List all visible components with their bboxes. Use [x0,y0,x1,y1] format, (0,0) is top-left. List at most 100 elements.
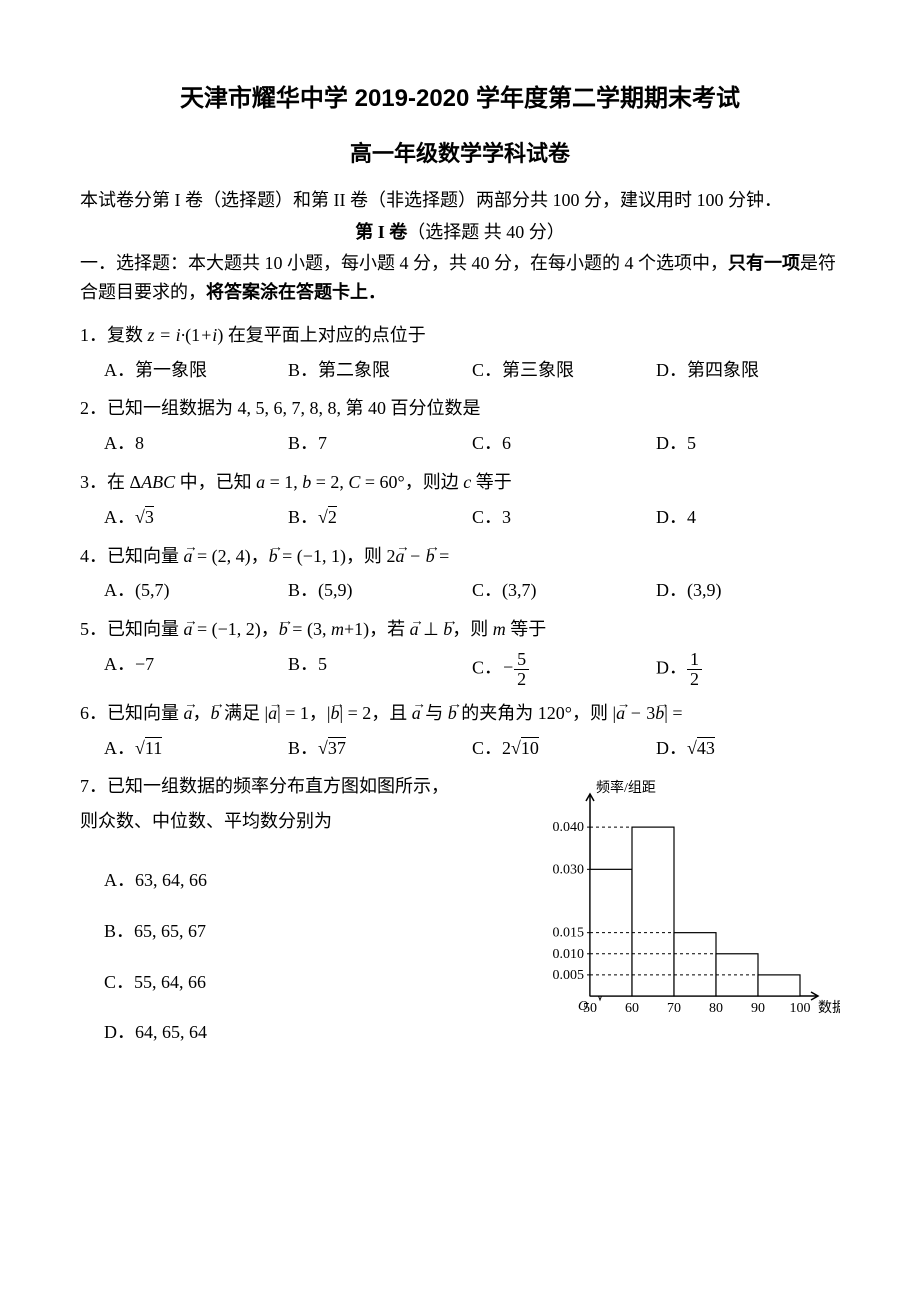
q6-expr: |a − 3b| = [612,703,682,723]
q3-text-c: ，则边 [405,472,464,492]
q6-options: A．√11 B．√37 C．2√10 D．√43 [80,734,840,763]
question-3: 3．在 ΔABC 中，已知 a = 1, b = 2, C = 60°，则边 c… [80,468,840,532]
q4-number: 4． [80,546,107,566]
q4-stem: 4．已知向量 a = (2, 4)，b = (−1, 1)，则 2a − b = [80,542,840,571]
q5-vec-b: b = (3, m+1) [279,619,369,639]
q6-c-sqrt: √10 [511,737,539,758]
section-instructions: 一．选择题：本大题共 10 小题，每小题 4 分，共 40 分，在每小题的 4 … [80,249,840,307]
q2-text: 已知一组数据为 4, 5, 6, 7, 8, 8, 第 40 百分位数是 [107,398,481,418]
q2-options: A．8 B．7 C．6 D．5 [80,429,840,458]
q6-d-val: 43 [697,737,715,758]
q6-text-g: 的夹角为 120°，则 [457,703,613,723]
q6-a-label: A． [104,738,135,758]
q6-a2: a [412,703,421,723]
q1-option-c: C．第三象限 [472,356,656,385]
q1-math: z = i·(1+i) [148,325,224,345]
question-1: 1．复数 z = i·(1+i) 在复平面上对应的点位于 A．第一象限 B．第二… [80,321,840,385]
q5-option-b: B．5 [288,650,472,689]
q3-given: a = 1, b = 2, C = 60° [256,472,405,492]
q4-text-a: 已知向量 [107,546,184,566]
q4-options: A．(5,7) B．(5,9) C．(3,7) D．(3,9) [80,576,840,605]
q5-c-den: 2 [514,670,529,689]
q7-option-c: C．55, 64, 66 [104,968,520,997]
svg-text:60: 60 [625,1001,639,1016]
q5-option-d: D．12 [656,650,840,689]
q7-histogram: 0.0050.0100.0150.0300.0405060708090100O频… [520,772,840,1045]
q3-option-c: C．3 [472,503,656,532]
q4-text-c: ，则 [346,546,387,566]
instr-bold-2: 将答案涂在答题卡上． [206,282,386,302]
q3-a-val: 3 [145,506,154,527]
q2-option-d: D．5 [656,429,840,458]
svg-text:0.040: 0.040 [553,820,585,835]
q6-d-label: D． [656,738,687,758]
question-7: 7．已知一组数据的频率分布直方图如图所示， 则众数、中位数、平均数分别为 A．6… [80,772,840,1069]
svg-text:数据: 数据 [818,1000,840,1016]
q5-text-e: 等于 [506,619,547,639]
question-6: 6．已知向量 a，b 满足 |a| = 1，|b| = 2，且 a 与 b 的夹… [80,699,840,763]
q3-option-a: A．√3 [104,503,288,532]
q5-stem: 5．已知向量 a = (−1, 2)，b = (3, m+1)，若 a ⊥ b，… [80,615,840,644]
q6-a-sqrt: √11 [135,737,162,758]
q7-number: 7． [80,776,107,796]
q3-b-val: 2 [328,506,337,527]
q1-option-a: A．第一象限 [104,356,288,385]
q5-c-num: 5 [514,650,529,670]
q6-a-val: 11 [145,737,162,758]
svg-text:O: O [578,999,588,1014]
q6-b-sqrt: √37 [318,737,346,758]
question-4: 4．已知向量 a = (2, 4)，b = (−1, 1)，则 2a − b =… [80,542,840,606]
q3-option-b: B．√2 [288,503,472,532]
q5-option-a: A．−7 [104,650,288,689]
q7-option-d: D．64, 65, 64 [104,1018,520,1047]
histogram-svg: 0.0050.0100.0150.0300.0405060708090100O频… [520,776,840,1036]
q6-b-val: 37 [328,737,346,758]
q2-option-a: A．8 [104,429,288,458]
exam-title: 天津市耀华中学 2019-2020 学年度第二学期期末考试 [80,80,840,118]
q5-options: A．−7 B．5 C．−52 D．12 [80,650,840,689]
svg-text:70: 70 [667,1001,681,1016]
q1-stem: 1．复数 z = i·(1+i) 在复平面上对应的点位于 [80,321,840,350]
q7-option-a: A．63, 64, 66 [104,866,520,895]
section-header: 第 I 卷（选择题 共 40 分） [80,218,840,247]
q2-option-c: C．6 [472,429,656,458]
q6-norm-b: |b| = 2 [327,703,371,723]
q5-d-frac: 12 [687,650,702,689]
exam-subtitle: 高一年级数学学科试卷 [80,136,840,171]
q6-stem: 6．已知向量 a，b 满足 |a| = 1，|b| = 2，且 a 与 b 的夹… [80,699,840,728]
q1-options: A．第一象限 B．第二象限 C．第三象限 D．第四象限 [80,356,840,385]
q6-option-b: B．√37 [288,734,472,763]
q6-text-a: 已知向量 [107,703,184,723]
instr-bold-1: 只有一项 [728,253,800,273]
q6-number: 6． [80,703,107,723]
q7-text-1: 已知一组数据的频率分布直方图如图所示， [107,776,449,796]
q6-text-d: ， [309,703,327,723]
q5-c-frac: −52 [502,657,529,677]
q6-a: a [184,703,193,723]
question-2: 2．已知一组数据为 4, 5, 6, 7, 8, 8, 第 40 百分位数是 A… [80,394,840,458]
q5-d-den: 2 [687,670,702,689]
q5-text-a: 已知向量 [107,619,184,639]
q3-text-b: 中，已知 [175,472,256,492]
q7-options: A．63, 64, 66 B．65, 65, 67 C．55, 64, 66 D… [80,866,520,1047]
q2-stem: 2．已知一组数据为 4, 5, 6, 7, 8, 8, 第 40 百分位数是 [80,394,840,423]
svg-text:100: 100 [790,1001,811,1016]
section-label: 第 I 卷 [355,222,407,242]
q5-d-num: 1 [687,650,702,670]
svg-text:0.030: 0.030 [553,863,585,878]
svg-text:0.010: 0.010 [553,947,585,962]
q3-stem: 3．在 ΔABC 中，已知 a = 1, b = 2, C = 60°，则边 c… [80,468,840,497]
q6-norm-a: |a| = 1 [265,703,309,723]
q2-option-b: B．7 [288,429,472,458]
q4-text-b: ， [251,546,269,566]
question-5: 5．已知向量 a = (−1, 2)，b = (3, m+1)，若 a ⊥ b，… [80,615,840,689]
q1-text-b: 在复平面上对应的点位于 [223,325,426,345]
q6-c-val: 10 [521,737,539,758]
q4-option-d: D．(3,9) [656,576,840,605]
q3-a-label: A． [104,507,135,527]
q1-option-d: D．第四象限 [656,356,840,385]
q3-text-d: 等于 [471,472,512,492]
q7-stem: 7．已知一组数据的频率分布直方图如图所示， [80,772,520,801]
q7-stem2: 则众数、中位数、平均数分别为 [80,807,520,836]
q3-b-sqrt: √2 [318,506,337,527]
